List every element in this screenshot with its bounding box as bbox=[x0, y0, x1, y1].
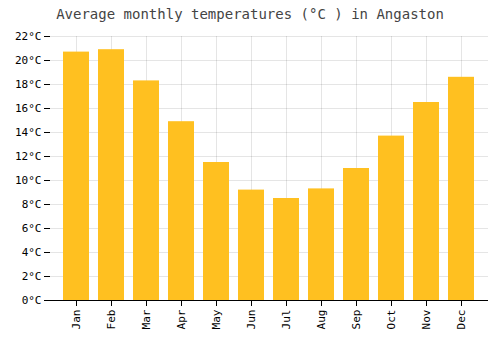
svg-text:Aug: Aug bbox=[315, 310, 328, 330]
svg-text:20°C: 20°C bbox=[15, 54, 42, 67]
svg-text:8°C: 8°C bbox=[22, 198, 42, 211]
svg-text:6°C: 6°C bbox=[22, 222, 42, 235]
svg-text:4°C: 4°C bbox=[22, 246, 42, 259]
svg-text:0°C: 0°C bbox=[22, 294, 42, 307]
svg-text:Sep: Sep bbox=[350, 310, 363, 330]
svg-text:10°C: 10°C bbox=[15, 174, 42, 187]
svg-text:18°C: 18°C bbox=[15, 78, 42, 91]
svg-text:2°C: 2°C bbox=[22, 270, 42, 283]
svg-text:22°C: 22°C bbox=[15, 30, 42, 43]
svg-text:16°C: 16°C bbox=[15, 102, 42, 115]
svg-text:May: May bbox=[210, 309, 223, 329]
svg-text:Dec: Dec bbox=[455, 310, 468, 330]
svg-text:Nov: Nov bbox=[420, 309, 433, 329]
svg-text:Jun: Jun bbox=[245, 310, 258, 330]
svg-text:14°C: 14°C bbox=[15, 126, 42, 139]
svg-text:Oct: Oct bbox=[385, 310, 398, 330]
svg-text:Feb: Feb bbox=[105, 310, 118, 330]
html-text:Average monthly temperatures (: Average monthly temperatures (°C ) in An… bbox=[56, 6, 444, 22]
svg-text:Apr: Apr bbox=[175, 309, 188, 329]
svg-text:Jan: Jan bbox=[70, 310, 83, 330]
svg-text:Mar: Mar bbox=[140, 309, 153, 329]
svg-text:Jul: Jul bbox=[280, 310, 293, 330]
svg-text:12°C: 12°C bbox=[15, 150, 42, 163]
